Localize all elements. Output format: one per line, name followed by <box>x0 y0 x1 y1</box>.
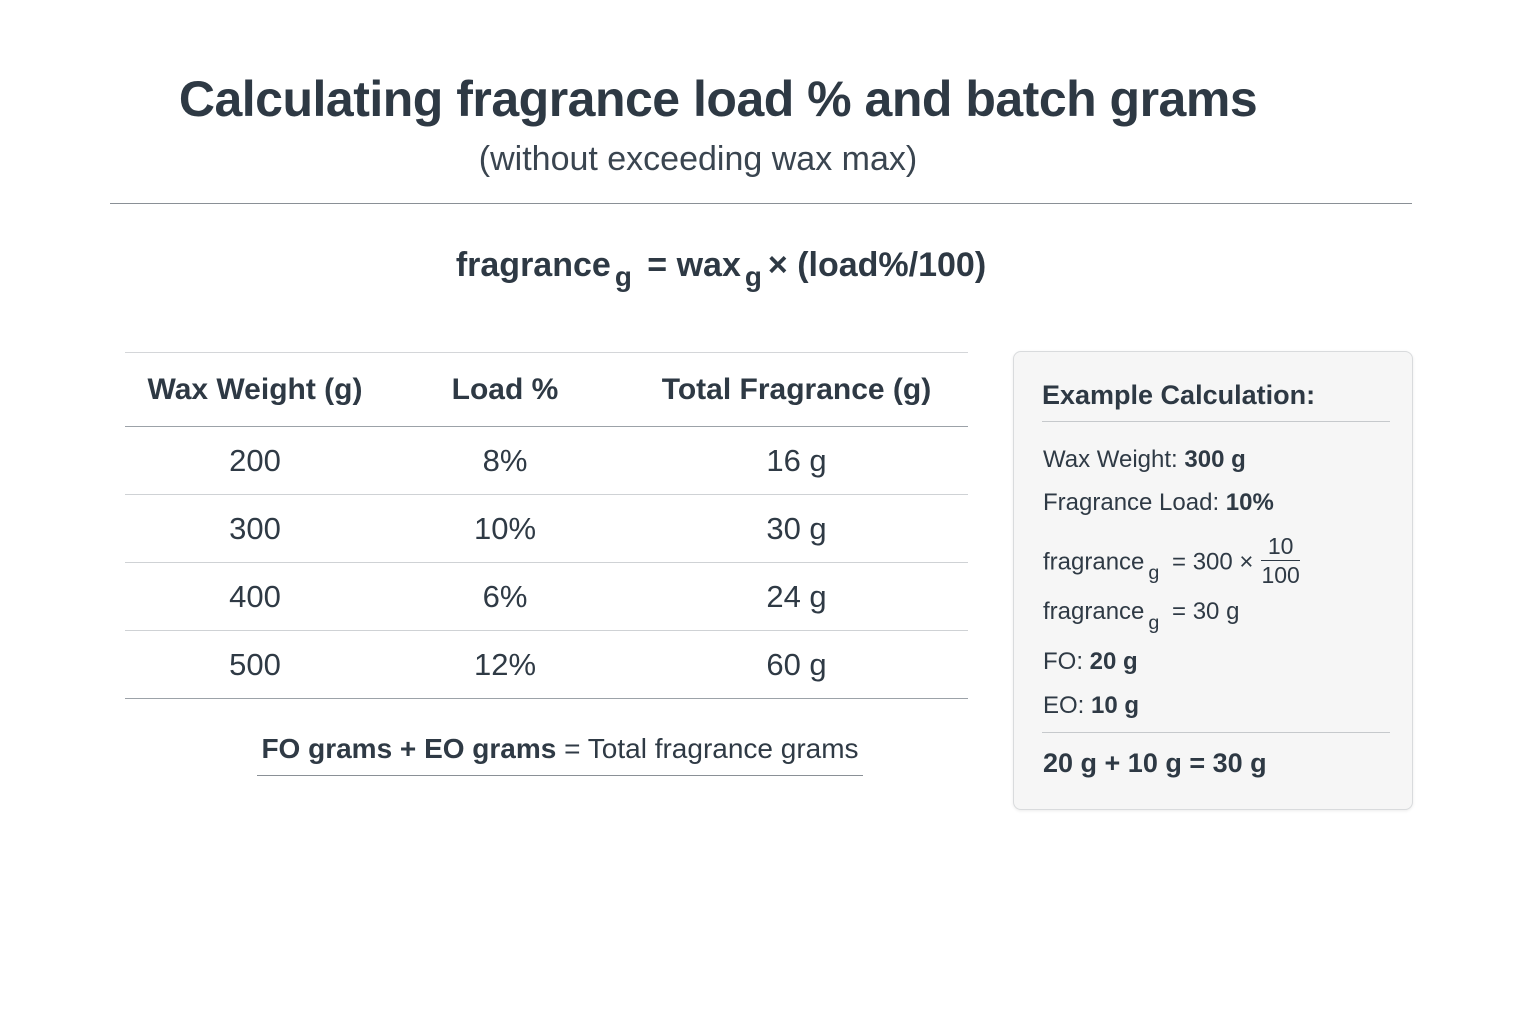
fo-label: FO: <box>1043 648 1083 675</box>
fraction-denominator: 100 <box>1261 562 1300 588</box>
sum-total: Total fragrance grams <box>587 733 859 764</box>
title-divider <box>110 203 1412 204</box>
fragrance-sum-note: FO grams + EO grams = Total fragrance gr… <box>257 733 863 776</box>
step-2-result: = 30 g <box>1172 598 1240 625</box>
fragrance-subscript: g <box>1148 612 1160 634</box>
cell-load: 6% <box>482 578 528 614</box>
formula-rhs: × (load%/100) <box>767 246 987 284</box>
cell-total-fragrance: 24 g <box>766 578 827 614</box>
formula-wax-subscript: g <box>744 261 762 292</box>
main-formula: fragrance g = wax g × (load%/100) <box>0 246 1442 292</box>
example-total-divider <box>1042 732 1390 733</box>
example-calculation-card: Example Calculation: Wax Weight: 300 g F… <box>1013 351 1413 810</box>
table-row: 500 12% 60 g <box>125 631 968 699</box>
cell-load: 10% <box>473 510 537 546</box>
formula-equals: = <box>647 246 668 284</box>
cell-total-fragrance: 30 g <box>766 510 827 546</box>
table-row: 400 6% 24 g <box>125 563 968 631</box>
example-wax-weight: Wax Weight: 300 g <box>1043 446 1246 474</box>
example-fo: FO: 20 g <box>1043 648 1138 676</box>
cell-wax-weight: 300 <box>229 510 281 546</box>
eo-label: EO: <box>1043 692 1085 719</box>
page-title: Calculating fragrance load % and batch g… <box>178 71 1258 127</box>
sum-equals: = <box>564 733 581 764</box>
example-fragrance-load: Fragrance Load: 10% <box>1043 489 1274 517</box>
wax-weight-value: 300 g <box>1184 446 1246 473</box>
fragrance-load-value: 10% <box>1225 489 1274 516</box>
fragrance-subscript: g <box>1148 562 1160 585</box>
fragrance-word: fragrance <box>1043 598 1145 625</box>
fragrance-table: Wax Weight (g) Load % Total Fragrance (g… <box>125 352 968 699</box>
example-title: Example Calculation: <box>1042 380 1316 410</box>
formula-lhs: fragrance <box>455 246 611 284</box>
fragrance-load-label: Fragrance Load: <box>1043 489 1220 516</box>
table-row: 300 10% 30 g <box>125 495 968 563</box>
example-step-1: fragrance g = 300 × 10 100 <box>1043 533 1300 591</box>
sum-plus: + <box>399 733 417 764</box>
sum-fo: FO grams <box>261 733 393 764</box>
step-1-expression: = 300 × <box>1172 548 1254 576</box>
cell-total-fragrance: 60 g <box>766 646 827 682</box>
example-title-divider <box>1042 421 1390 422</box>
example-eo: EO: 10 g <box>1043 692 1139 720</box>
cell-wax-weight: 200 <box>229 442 281 478</box>
header-wax-weight: Wax Weight (g) <box>147 372 363 406</box>
formula-lhs-subscript: g <box>614 261 632 292</box>
cell-wax-weight: 500 <box>229 646 281 682</box>
sum-eo: EO grams <box>424 733 557 764</box>
example-step-2: fragrance g = 30 g <box>1043 598 1240 634</box>
formula-wax: wax <box>676 246 741 284</box>
fraction-numerator: 10 <box>1261 533 1300 561</box>
fragrance-word: fragrance <box>1043 548 1145 576</box>
table-row: 200 8% 16 g <box>125 427 968 495</box>
cell-load: 12% <box>473 646 537 682</box>
cell-total-fragrance: 16 g <box>766 442 827 478</box>
header-load: Load % <box>451 372 559 406</box>
eo-value: 10 g <box>1091 692 1140 719</box>
header-total-fragrance: Total Fragrance (g) <box>661 372 932 406</box>
example-total: 20 g + 10 g = 30 g <box>1043 748 1267 778</box>
fo-value: 20 g <box>1089 648 1138 675</box>
wax-weight-label: Wax Weight: <box>1043 446 1178 473</box>
cell-load: 8% <box>482 442 528 478</box>
fraction: 10 100 <box>1261 533 1300 589</box>
cell-wax-weight: 400 <box>229 578 281 614</box>
page-subtitle: (without exceeding wax max) <box>478 140 918 178</box>
table-header-row: Wax Weight (g) Load % Total Fragrance (g… <box>125 353 968 427</box>
